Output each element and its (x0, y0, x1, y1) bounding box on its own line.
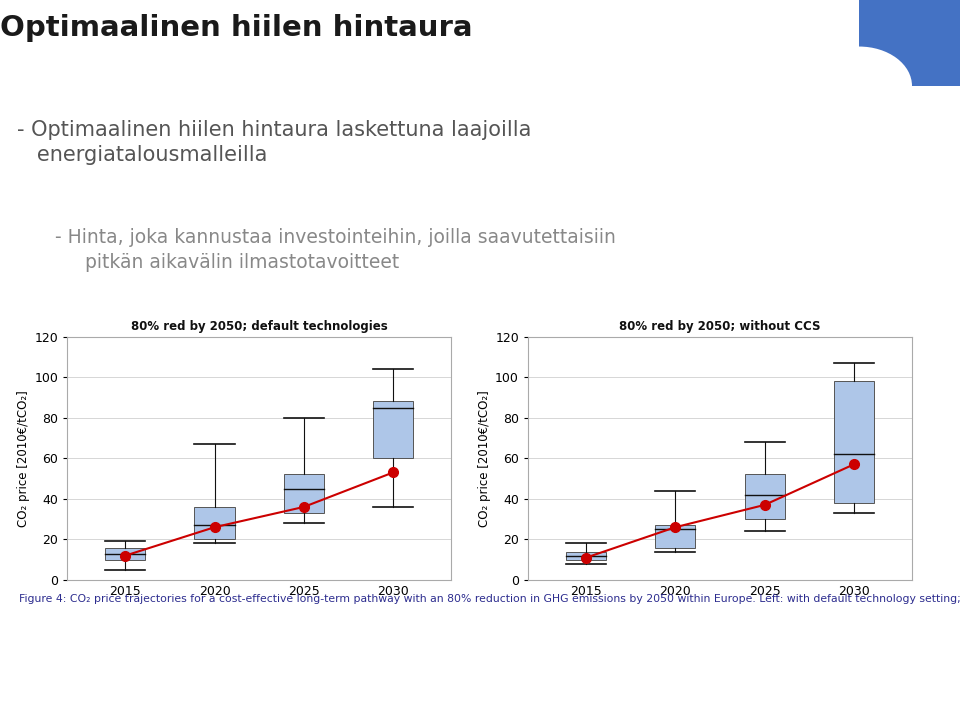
Text: Optimaalinen hiilen hintaura: Optimaalinen hiilen hintaura (0, 14, 472, 42)
Y-axis label: CO₂ price [2010€/tCO₂]: CO₂ price [2010€/tCO₂] (478, 390, 491, 526)
Text: - Hinta, joka kannustaa investointeihin, joilla saavutettaisiin
     pitkän aika: - Hinta, joka kannustaa investointeihin,… (55, 228, 615, 271)
Bar (284, 475, 324, 513)
Y-axis label: CO₂ price [2010€/tCO₂]: CO₂ price [2010€/tCO₂] (17, 390, 30, 526)
Bar (0, 0, 859, 86)
Title: 80% red by 2050; without CCS: 80% red by 2050; without CCS (619, 319, 821, 332)
Bar (373, 402, 413, 458)
Bar (656, 526, 695, 548)
Text: Figure 4: CO₂ price trajectories for a cost-effective long-term pathway with an : Figure 4: CO₂ price trajectories for a c… (19, 594, 960, 604)
Bar (745, 475, 784, 519)
Bar (195, 507, 234, 539)
Bar (859, 0, 960, 86)
Text: - Optimaalinen hiilen hintaura laskettuna laajoilla
   energiatalousmalleilla: - Optimaalinen hiilen hintaura laskettun… (17, 120, 531, 165)
Bar (106, 548, 145, 560)
Bar (859, 86, 960, 716)
Bar (834, 381, 874, 503)
Bar (566, 551, 606, 560)
Title: 80% red by 2050; default technologies: 80% red by 2050; default technologies (131, 319, 388, 332)
Circle shape (806, 47, 912, 125)
